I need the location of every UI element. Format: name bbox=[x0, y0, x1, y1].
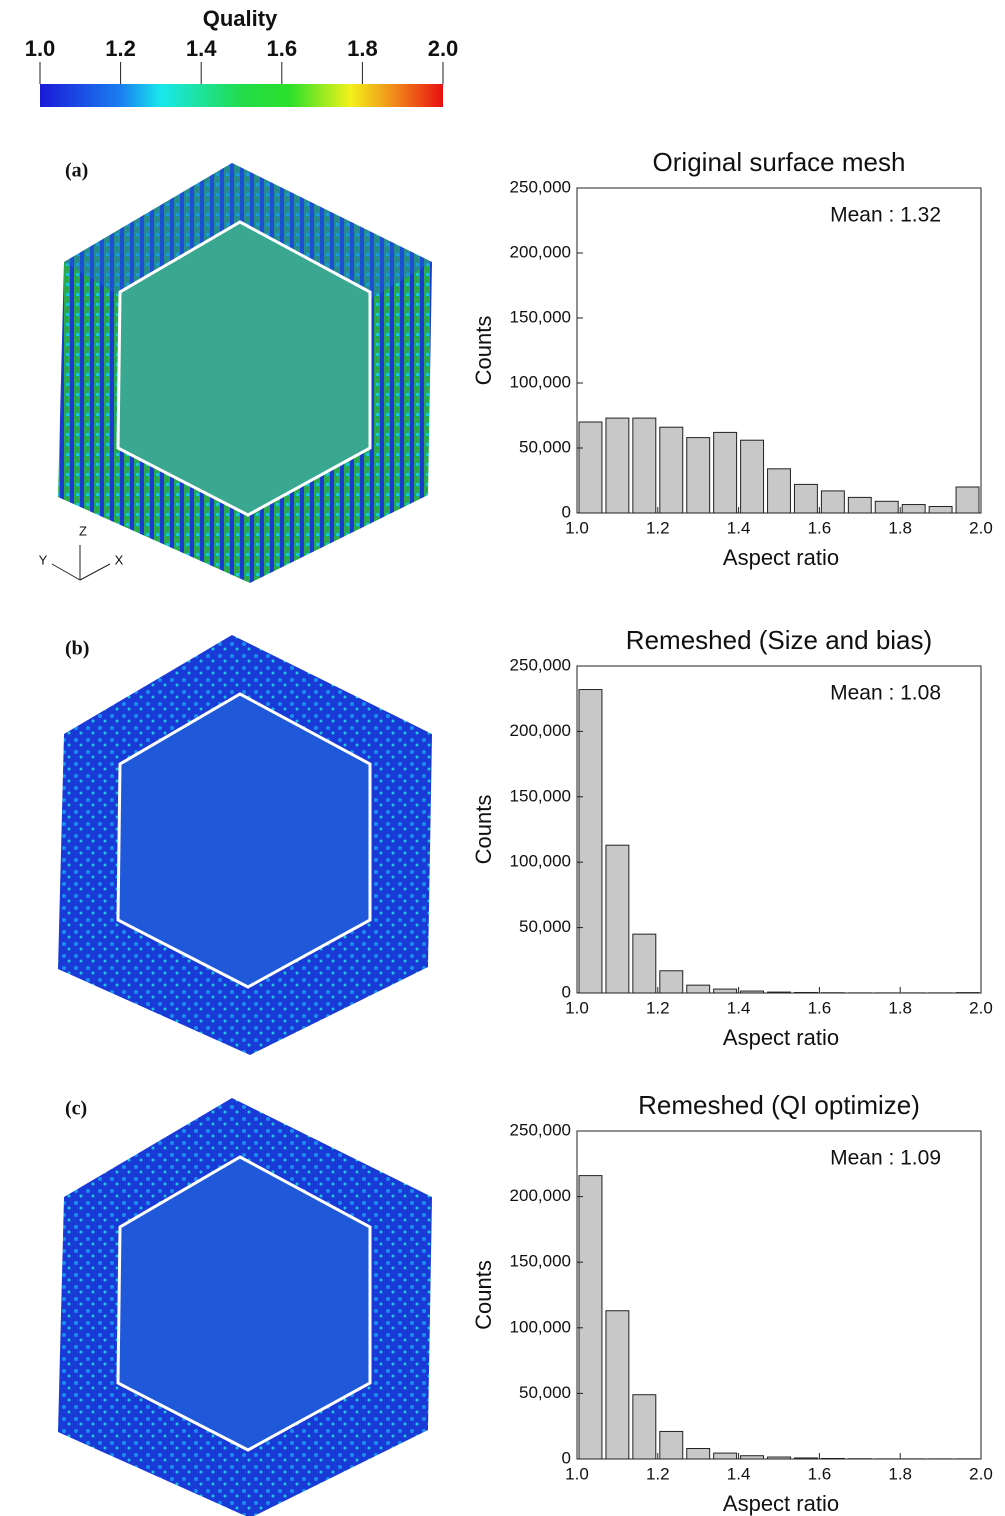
y-tick-label: 100,000 bbox=[510, 852, 571, 871]
y-tick-label: 50,000 bbox=[519, 1383, 571, 1402]
bar bbox=[633, 934, 656, 993]
x-tick-label: 1.0 bbox=[565, 518, 589, 537]
annotation: Mean : 1.32 bbox=[830, 204, 941, 227]
bar bbox=[579, 1176, 602, 1459]
y-axis-label: Counts bbox=[471, 795, 496, 865]
panel-label: (c) bbox=[65, 1098, 87, 1120]
bar bbox=[714, 989, 737, 993]
bar bbox=[660, 427, 683, 513]
colorbar-tick-label: 1.0 bbox=[25, 36, 56, 61]
bar bbox=[687, 985, 710, 993]
x-axis-label: Aspect ratio bbox=[723, 545, 839, 570]
cube bbox=[58, 1098, 432, 1516]
annotation: Mean : 1.08 bbox=[830, 682, 941, 705]
cube bbox=[58, 163, 432, 583]
x-tick-label: 1.6 bbox=[808, 1464, 832, 1483]
colorbar-tick-label: 1.8 bbox=[347, 36, 378, 61]
x-tick-label: 1.2 bbox=[646, 998, 670, 1017]
x-tick-label: 1.4 bbox=[727, 1464, 751, 1483]
y-tick-label: 50,000 bbox=[519, 437, 571, 456]
bar bbox=[848, 497, 871, 513]
bar bbox=[687, 438, 710, 513]
axis-x: X bbox=[115, 552, 124, 567]
y-tick-label: 200,000 bbox=[510, 242, 571, 261]
bar bbox=[875, 501, 898, 513]
x-tick-label: 1.0 bbox=[565, 998, 589, 1017]
y-axis-label: Counts bbox=[471, 316, 496, 386]
x-tick-label: 1.8 bbox=[888, 518, 912, 537]
y-tick-label: 100,000 bbox=[510, 1317, 571, 1336]
bar bbox=[956, 487, 979, 513]
y-tick-label: 100,000 bbox=[510, 372, 571, 391]
axis-glyph: Z Y X bbox=[39, 523, 124, 580]
axis-y: Y bbox=[39, 552, 48, 567]
y-tick-label: 150,000 bbox=[510, 786, 571, 805]
bar bbox=[714, 432, 737, 513]
y-tick-label: 50,000 bbox=[519, 917, 571, 936]
x-tick-label: 2.0 bbox=[969, 518, 993, 537]
colorbar bbox=[40, 84, 443, 107]
x-tick-label: 1.6 bbox=[808, 998, 832, 1017]
bar bbox=[768, 469, 791, 513]
chart-title: Remeshed (QI optimize) bbox=[638, 1090, 920, 1120]
y-tick-label: 250,000 bbox=[510, 655, 571, 674]
x-tick-label: 1.0 bbox=[565, 1464, 589, 1483]
x-tick-label: 1.2 bbox=[646, 518, 670, 537]
x-tick-label: 1.8 bbox=[888, 1464, 912, 1483]
y-tick-label: 200,000 bbox=[510, 1186, 571, 1205]
x-tick-label: 1.2 bbox=[646, 1464, 670, 1483]
colorbar-tick-label: 1.6 bbox=[267, 36, 298, 61]
x-tick-label: 1.6 bbox=[808, 518, 832, 537]
bar bbox=[606, 418, 629, 513]
bar bbox=[714, 1453, 737, 1459]
x-axis-label: Aspect ratio bbox=[723, 1491, 839, 1516]
y-tick-label: 250,000 bbox=[510, 177, 571, 196]
bar bbox=[633, 418, 656, 513]
bar bbox=[687, 1449, 710, 1459]
bar bbox=[794, 484, 817, 513]
y-tick-label: 250,000 bbox=[510, 1120, 571, 1139]
bar bbox=[660, 1431, 683, 1459]
chart-title: Original surface mesh bbox=[653, 147, 906, 177]
colorbar-tick-label: 1.2 bbox=[105, 36, 136, 61]
figure: Quality Z Y X (a) (b) (c) 1.0 1.2 1.4 1.6 1.… bbox=[0, 0, 1005, 1516]
cube-renders bbox=[58, 163, 432, 1516]
bar bbox=[741, 440, 764, 513]
chart-title: Remeshed (Size and bias) bbox=[626, 625, 932, 655]
bar bbox=[606, 845, 629, 993]
colorbar-title: Quality bbox=[203, 6, 278, 31]
colorbar-tick-label: 2.0 bbox=[428, 36, 459, 61]
x-tick-label: 1.4 bbox=[727, 998, 751, 1017]
panel-label: (a) bbox=[65, 160, 88, 182]
x-tick-label: 1.8 bbox=[888, 998, 912, 1017]
x-tick-label: 1.4 bbox=[727, 518, 751, 537]
bar bbox=[579, 690, 602, 993]
bar bbox=[606, 1311, 629, 1459]
bar bbox=[821, 491, 844, 513]
colorbar-tick-label: 1.4 bbox=[186, 36, 217, 61]
annotation: Mean : 1.09 bbox=[830, 1147, 941, 1170]
cube bbox=[58, 635, 432, 1055]
x-axis-label: Aspect ratio bbox=[723, 1025, 839, 1050]
y-axis-label: Counts bbox=[471, 1260, 496, 1330]
bar bbox=[633, 1395, 656, 1459]
y-tick-label: 150,000 bbox=[510, 1252, 571, 1271]
bar bbox=[579, 422, 602, 513]
y-tick-label: 150,000 bbox=[510, 307, 571, 326]
bar bbox=[902, 505, 925, 513]
axis-z: Z bbox=[79, 523, 87, 538]
panel-label: (b) bbox=[65, 638, 89, 660]
bar bbox=[660, 971, 683, 993]
x-tick-label: 2.0 bbox=[969, 998, 993, 1017]
y-tick-label: 200,000 bbox=[510, 721, 571, 740]
x-tick-label: 2.0 bbox=[969, 1464, 993, 1483]
bar bbox=[929, 507, 952, 514]
